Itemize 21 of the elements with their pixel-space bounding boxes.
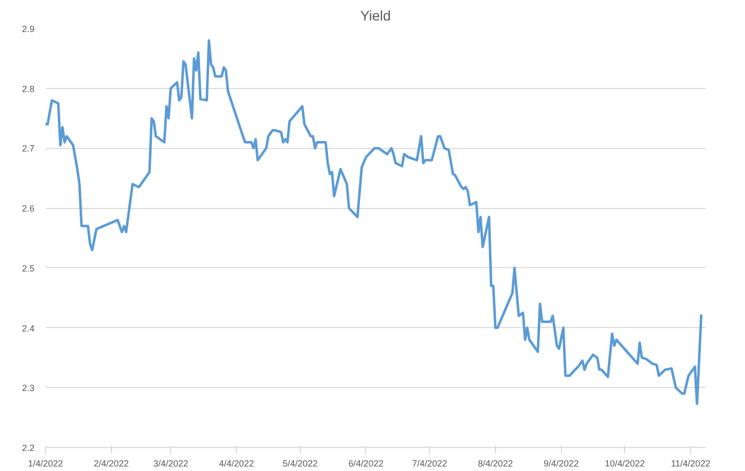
x-tick-label: 8/4/2022 <box>478 458 513 468</box>
y-tick-label: 2.8 <box>22 84 35 94</box>
x-tick-label: 10/4/2022 <box>604 458 645 468</box>
y-tick-label: 2.9 <box>22 24 35 34</box>
chart-title: Yield <box>360 8 391 24</box>
x-tick-label: 9/4/2022 <box>544 458 579 468</box>
x-tick-label: 2/4/2022 <box>94 458 129 468</box>
x-tick-label: 3/4/2022 <box>153 458 188 468</box>
line-series <box>46 39 703 406</box>
x-tick-label: 6/4/2022 <box>348 458 384 468</box>
y-tick-label: 2.5 <box>22 263 35 274</box>
x-tick-label: 4/4/2022 <box>218 458 254 468</box>
y-tick-label: 2.6 <box>22 204 35 214</box>
y-tick-label: 2.7 <box>22 144 35 154</box>
x-tick-label: 5/4/2022 <box>282 458 318 468</box>
y-tick-label: 2.4 <box>22 323 35 334</box>
y-tick-label: 2.3 <box>22 383 35 394</box>
x-tick-label: 1/4/2022 <box>28 458 64 468</box>
x-tick-label: 11/4/2022 <box>670 458 710 468</box>
x-tick-label: 7/4/2022 <box>412 458 448 468</box>
y-tick-label: 2.2 <box>22 443 35 453</box>
